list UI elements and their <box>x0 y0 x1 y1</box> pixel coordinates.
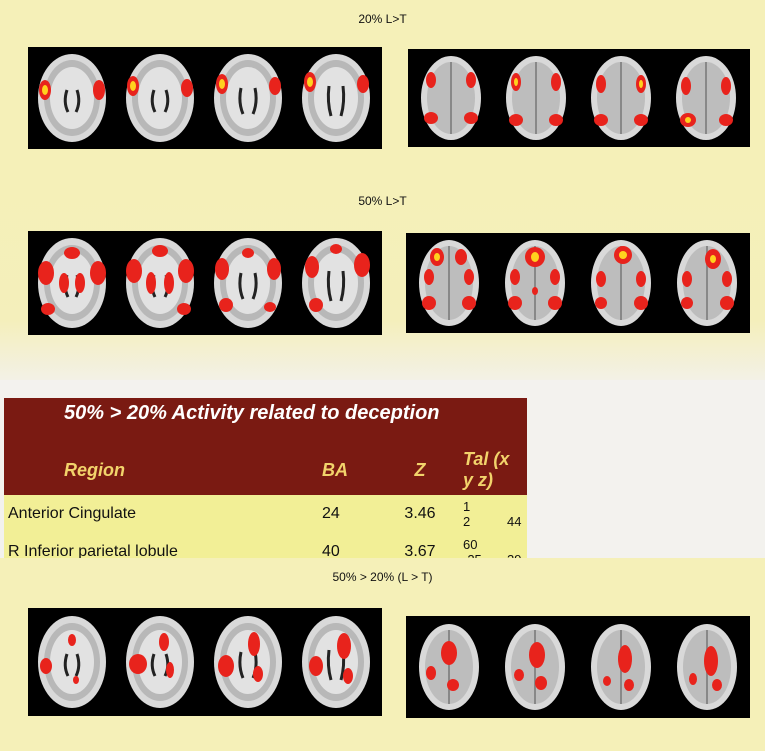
brain-strip-diff-high <box>406 616 750 718</box>
brain-slice <box>126 54 194 142</box>
results-table: 50% > 20% Activity related to deception … <box>4 398 527 571</box>
cell-region: Anterior Cingulate <box>4 495 318 533</box>
cell-ba: 24 <box>318 495 381 533</box>
brain-slices-image <box>419 240 737 326</box>
brain-slice <box>677 240 737 326</box>
brain-slice <box>214 616 282 708</box>
brain-slice <box>676 56 736 140</box>
coord-y: 2 <box>463 514 471 529</box>
brain-slice <box>38 238 106 328</box>
brain-slices-image <box>419 624 737 710</box>
brain-slice <box>302 616 370 708</box>
panel-caption: 50% L>T <box>358 194 407 208</box>
brain-slice <box>126 616 194 708</box>
brain-slice <box>591 56 651 140</box>
panel-50-vs-20: 50% > 20% (L > T) <box>0 558 765 751</box>
brain-slice <box>505 240 565 326</box>
cell-z: 3.46 <box>381 495 459 533</box>
brain-slice <box>302 238 370 328</box>
cell-tal: 12 44 <box>459 495 527 533</box>
brain-slices-image <box>38 238 370 328</box>
brain-slices-image <box>38 616 370 708</box>
brain-strip-50-low <box>28 231 382 335</box>
brain-slice <box>677 624 737 710</box>
table-title: 50% > 20% Activity related to deception <box>4 398 527 433</box>
brain-slice <box>419 624 479 710</box>
coord-x: 1 <box>463 499 471 514</box>
panel-20pct: 20% L>T <box>0 0 765 180</box>
brain-slices-image <box>421 56 736 140</box>
header-ba: BA <box>318 433 381 495</box>
table-header-row: Region BA Z Tal (x y z) <box>4 433 527 495</box>
brain-strip-50-high <box>406 233 750 333</box>
brain-strip-diff-low <box>28 608 382 716</box>
brain-strip-20-high <box>408 49 750 147</box>
brain-slice <box>506 56 566 140</box>
brain-slice <box>591 240 651 326</box>
header-z: Z <box>381 433 459 495</box>
table-row: Anterior Cingulate 24 3.46 12 44 <box>4 495 527 533</box>
brain-slice <box>214 54 282 142</box>
brain-slice <box>505 624 565 710</box>
brain-slice <box>419 240 479 326</box>
header-tal: Tal (x y z) <box>459 433 527 495</box>
brain-slice <box>421 56 481 140</box>
panel-caption: 20% L>T <box>358 12 407 26</box>
brain-slice <box>214 238 282 328</box>
table-title-row: 50% > 20% Activity related to deception <box>4 398 527 433</box>
header-region: Region <box>4 433 318 495</box>
brain-slice <box>38 616 106 708</box>
panel-caption: 50% > 20% (L > T) <box>332 570 433 584</box>
panel-50pct: 50% L>T <box>0 180 765 380</box>
brain-slices-image <box>38 54 370 142</box>
coord-z: 44 <box>507 514 522 529</box>
brain-slice <box>591 624 651 710</box>
brain-slice <box>126 238 194 328</box>
brain-strip-20-low <box>28 47 382 149</box>
coord-x: 60 <box>463 537 478 552</box>
brain-slice <box>38 54 106 142</box>
brain-slice <box>302 54 370 142</box>
